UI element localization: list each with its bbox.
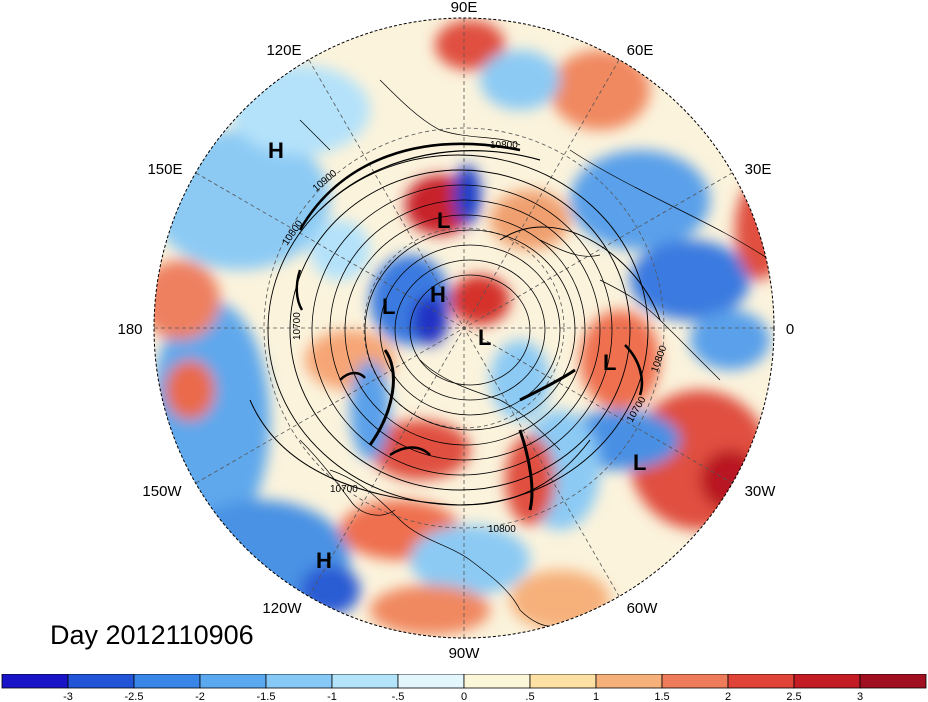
colorbar-tick-label: 2 xyxy=(725,691,731,702)
colorbar-box xyxy=(199,674,267,689)
map-boundary xyxy=(153,17,775,639)
date-title: Day 2012110906 xyxy=(50,620,254,650)
high-center: H xyxy=(430,282,446,307)
colorbar-box xyxy=(133,674,201,689)
colorbar-tick-label: -1 xyxy=(327,691,337,702)
colorbar: -3 -2.5 -2 -1.5 -1 -.5 0 .5 1 1.5 2 2.5 3 xyxy=(1,674,927,702)
lon-label-60e: 60E xyxy=(627,42,654,59)
colorbar-tick-label: 0 xyxy=(461,691,467,702)
colorbar-box xyxy=(727,674,795,689)
contour-label: 10800 xyxy=(488,524,516,535)
low-center: L xyxy=(478,325,491,350)
low-center: L xyxy=(603,350,616,375)
lon-label-120e: 120E xyxy=(266,42,301,59)
colorbar-box xyxy=(397,674,465,689)
colorbar-tick-label: 1 xyxy=(593,691,599,702)
colorbar-tick-label: 3 xyxy=(857,691,863,702)
colorbar-box xyxy=(595,674,663,689)
lon-label-90e: 90E xyxy=(451,0,478,16)
colorbar-tick-label: -3 xyxy=(63,691,73,702)
lon-label-30w: 30W xyxy=(745,483,777,500)
colorbar-tick-label: -2 xyxy=(195,691,205,702)
contour-label: 10800 xyxy=(490,140,518,151)
lon-label-120w: 120W xyxy=(262,600,302,617)
colorbar-tick-label: .5 xyxy=(525,691,534,702)
anomaly-field xyxy=(154,18,774,638)
colorbar-tick-label: 1.5 xyxy=(654,691,669,702)
lon-label-30e: 30E xyxy=(745,161,772,178)
colorbar-tick-label: -.5 xyxy=(392,691,405,702)
colorbar-box xyxy=(661,674,729,689)
colorbar-tick-label: -1.5 xyxy=(257,691,276,702)
contour-label: 10700 xyxy=(292,312,303,340)
lon-label-0: 0 xyxy=(786,321,794,338)
colorbar-box xyxy=(331,674,399,689)
low-center: L xyxy=(633,450,646,475)
high-center: H xyxy=(316,548,332,573)
lon-label-180: 180 xyxy=(117,321,142,338)
colorbar-box xyxy=(859,674,927,689)
contour-label: 10700 xyxy=(330,484,358,495)
polar-map: 10800 10900 10800 10700 10800 10700 1070… xyxy=(117,0,794,662)
colorbar-box xyxy=(1,674,69,689)
lon-label-150e: 150E xyxy=(147,161,182,178)
graticule xyxy=(154,18,774,638)
colorbar-box xyxy=(793,674,861,689)
colorbar-box xyxy=(529,674,597,689)
coastlines xyxy=(299,79,771,627)
lon-label-60w: 60W xyxy=(627,600,659,617)
lon-label-150w: 150W xyxy=(142,483,182,500)
low-center: L xyxy=(437,208,450,233)
lon-label-90w: 90W xyxy=(449,645,481,662)
colorbar-tick-label: -2.5 xyxy=(125,691,144,702)
low-center: L xyxy=(382,294,395,319)
colorbar-box xyxy=(67,674,135,689)
colorbar-box xyxy=(463,674,531,689)
high-center: H xyxy=(268,138,284,163)
height-contours xyxy=(249,142,661,511)
colorbar-tick-label: 2.5 xyxy=(786,691,801,702)
colorbar-box xyxy=(265,674,333,689)
